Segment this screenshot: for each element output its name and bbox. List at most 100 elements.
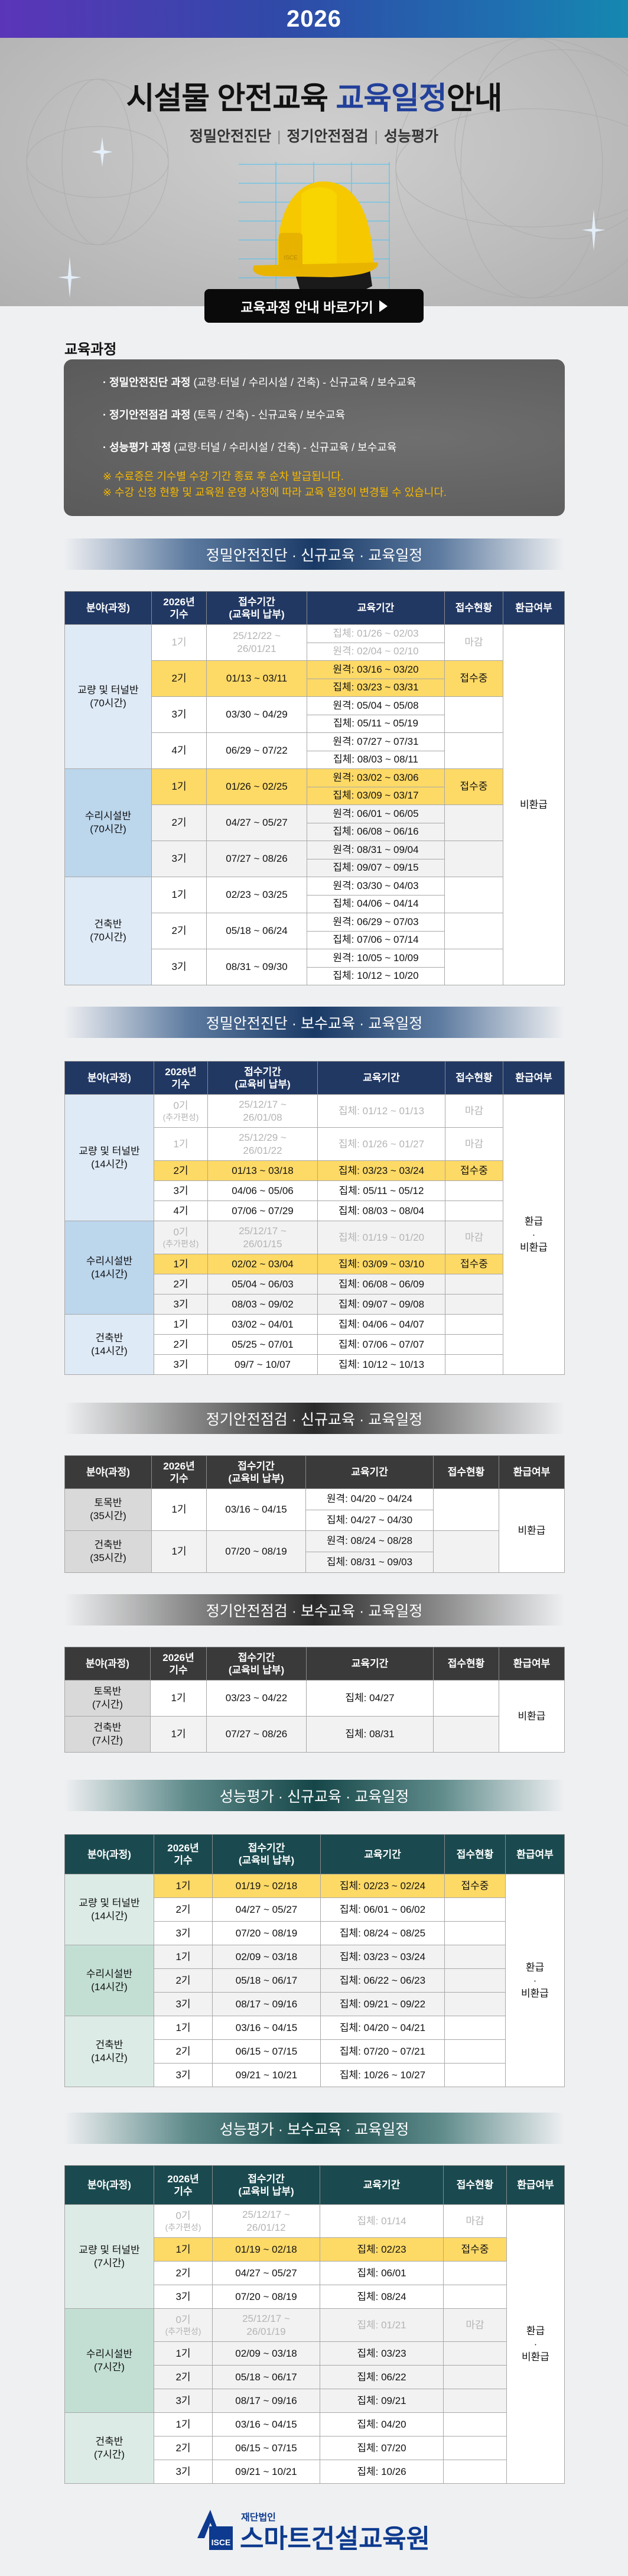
term-label: 2기 bbox=[175, 2442, 191, 2454]
education-period-cell: 집체: 04/20 ~ 04/21 bbox=[320, 2016, 445, 2040]
svg-text:ISCE: ISCE bbox=[284, 255, 298, 261]
course-detail: (교량·터널 / 수리시설 / 건축) - 신규교육 / 보수교육 bbox=[171, 442, 397, 453]
table-row: 교량 및 터널반 (7시간) 0기 (추가편성) 25/12/17 ~ 26/01/1… bbox=[64, 2204, 565, 2484]
column-header: 분야(과정) bbox=[64, 1455, 152, 1489]
term-cell: 3기 bbox=[151, 949, 207, 985]
registration-period-cell: 07/27 ~ 08/26 bbox=[206, 1716, 307, 1753]
education-period-cell: 집체: 09/21 ~ 09/22 bbox=[320, 1992, 445, 2016]
term-label: 2기 bbox=[175, 2267, 191, 2279]
table-row: 3기 03/30 ~ 04/29 원격: 05/04 ~ 05/08 집체: 05/1… bbox=[65, 696, 565, 733]
term-label: 3기 bbox=[175, 2395, 191, 2406]
category-cell: 토목반 (35시간) bbox=[64, 1488, 152, 1531]
status-cell bbox=[444, 913, 503, 949]
term-label: 2기 bbox=[173, 1338, 188, 1350]
education-period: 집체: 03/23 ~ 03/24 bbox=[339, 1951, 426, 1962]
registration-period-cell: 05/18 ~ 06/17 bbox=[212, 1968, 321, 1993]
sparkle-icon bbox=[58, 257, 82, 298]
courses-heading: 교육과정 bbox=[64, 342, 117, 358]
education-period-cell: 원격: 06/01 ~ 06/05 집체: 06/08 ~ 06/16 bbox=[307, 804, 445, 841]
education-period: 집체: 07/20 ~ 07/21 bbox=[339, 2045, 426, 2057]
status-cell bbox=[444, 1968, 506, 1993]
education-period: 집체: 01/21 bbox=[357, 2319, 406, 2331]
status-cell bbox=[445, 1294, 503, 1315]
course-guide-button[interactable]: 교육과정 안내 바로가기 bbox=[204, 289, 424, 323]
term-cell: 2기 bbox=[154, 1897, 213, 1922]
term-cell: 1기 bbox=[151, 768, 207, 805]
status-cell bbox=[444, 696, 503, 733]
category-cell: 건축반 (35시간) bbox=[64, 1530, 152, 1573]
term-cell: 0기 (추가편성) bbox=[154, 2204, 213, 2238]
term-label: 3기 bbox=[173, 1298, 188, 1310]
education-period-cell: 원격: 03/16 ~ 03/20 집체: 03/23 ~ 03/31 bbox=[307, 660, 445, 697]
term-label: 1기 bbox=[175, 2243, 191, 2255]
education-period: 집체: 02/23 bbox=[357, 2243, 406, 2255]
category-cell: 교량 및 터널반 (14시간) bbox=[64, 1874, 154, 1945]
education-period: 집체: 03/23 ~ 03/31 bbox=[307, 678, 444, 697]
term-label: 1기 bbox=[171, 1692, 186, 1704]
column-header: 2026년 기수 bbox=[154, 1061, 208, 1095]
status-cell bbox=[443, 2341, 507, 2366]
status-cell bbox=[444, 2039, 506, 2064]
course-guide-label: 교육과정 안내 바로가기 bbox=[240, 299, 373, 315]
registration-period-cell: 05/18 ~ 06/17 bbox=[212, 2365, 320, 2389]
status-cell bbox=[444, 877, 503, 913]
column-header: 접수현황 bbox=[445, 1061, 503, 1095]
section-title-bar: 성능평가 · 신규교육 · 교육일정 bbox=[64, 1780, 565, 1811]
education-period-cell: 집체: 06/01 ~ 06/02 bbox=[320, 1897, 445, 1922]
registration-period-cell: 07/06 ~ 07/29 bbox=[207, 1201, 318, 1221]
column-header: 접수현황 bbox=[433, 1647, 499, 1680]
table-row: 교량 및 터널반 (70시간) 1기 25/12/22 ~ 26/01/21 집체: … bbox=[64, 624, 565, 985]
registration-period-cell: 01/13 ~ 03/11 bbox=[206, 660, 307, 697]
status-cell: 마감 bbox=[445, 1221, 503, 1254]
education-period: 집체: 05/11 ~ 05/19 bbox=[307, 714, 444, 733]
notice-text: ※ 수강 신청 현황 및 교육원 운영 사정에 따라 교육 일정이 변경될 수 … bbox=[103, 486, 447, 498]
education-period: 집체: 09/07 ~ 09/15 bbox=[307, 858, 444, 877]
registration-period-cell: 07/20 ~ 08/19 bbox=[212, 1921, 321, 1945]
education-period-cell: 집체: 01/21 bbox=[320, 2308, 444, 2342]
section-title-bar: 정기안전점검 · 보수교육 · 교육일정 bbox=[64, 1594, 565, 1626]
education-period-cell: 집체: 08/24 ~ 08/25 bbox=[320, 1921, 445, 1945]
table-row: 3기 09/21 ~ 10/21 집체: 10/26 bbox=[65, 2460, 565, 2484]
term-label: 3기 bbox=[173, 1185, 188, 1196]
term-cell: 3기 bbox=[151, 696, 207, 733]
term-cell: 1기 bbox=[154, 2016, 213, 2040]
education-period-cell: 원격: 08/31 ~ 09/04 집체: 09/07 ~ 09/15 bbox=[307, 841, 445, 877]
education-period: 원격: 07/27 ~ 07/31 bbox=[333, 735, 419, 747]
registration-period-cell: 09/7 ~ 10/07 bbox=[207, 1354, 318, 1375]
logo-small-text: 재단법인 bbox=[241, 2512, 276, 2523]
education-period-cell: 집체: 01/19 ~ 01/20 bbox=[317, 1221, 445, 1254]
course-item: · 정밀안전진단 과정 (교량·터널 / 수리시설 / 건축) - 신규교육 /… bbox=[103, 375, 565, 407]
table-row: 3기 09/7 ~ 10/07 집체: 10/12 ~ 10/13 bbox=[65, 1354, 565, 1375]
table-header-row: 분야(과정) 2026년 기수 접수기간 (교육비 납부) 교육기간 접수현황 환급여부 bbox=[64, 1647, 565, 1680]
term-label: 1기 bbox=[171, 637, 187, 648]
term-cell: 2기 bbox=[151, 804, 207, 841]
education-period: 집체: 08/31 bbox=[345, 1728, 395, 1740]
term-label: 3기 bbox=[171, 709, 187, 720]
table-header-row: 분야(과정) 2026년 기수 접수기간 (교육비 납부) 교육기간 접수현황 환급여부 bbox=[64, 1061, 565, 1095]
term-label: 3기 bbox=[175, 2069, 191, 2081]
table-row: 토목반 (35시간) 1기 03/16 ~ 04/15 원격: 04/20 ~ 04/… bbox=[64, 1488, 565, 1573]
term-cell: 1기 bbox=[154, 1874, 213, 1898]
course-item: · 정기안전점검 과정 (토목 / 건축) - 신규교육 / 보수교육 bbox=[103, 407, 565, 440]
column-header: 분야(과정) bbox=[64, 1061, 154, 1095]
education-period-cell: 집체: 04/27 bbox=[306, 1680, 434, 1717]
term-cell: 3기 bbox=[154, 1180, 208, 1201]
status-cell bbox=[443, 2285, 507, 2309]
column-header: 환급여부 bbox=[506, 2165, 565, 2205]
education-period: 집체: 10/12 ~ 10/20 bbox=[307, 966, 444, 985]
column-header: 환급여부 bbox=[505, 1834, 565, 1874]
term-cell: 2기 bbox=[154, 2365, 213, 2389]
column-header: 환급여부 bbox=[503, 1061, 565, 1095]
title-text: 시설물 안전교육 bbox=[126, 82, 336, 116]
education-period-cell: 집체: 06/22 ~ 06/23 bbox=[320, 1968, 445, 1993]
column-header: 분야(과정) bbox=[64, 1647, 151, 1680]
column-header: 접수현황 bbox=[444, 591, 503, 625]
education-period: 집체: 09/07 ~ 09/08 bbox=[338, 1298, 425, 1310]
refund-cell: 환급 · 비환급 bbox=[503, 1094, 565, 1375]
education-period-cell: 집체: 01/14 bbox=[320, 2204, 444, 2238]
table-row: 2기 05/04 ~ 06/03 집체: 06/08 ~ 06/09 bbox=[65, 1274, 565, 1295]
table-row: 수리시설반 (14시간) 0기 (추가편성) 25/12/17 ~ 26/01/15 집… bbox=[64, 1221, 565, 1315]
year-banner: 2026 bbox=[0, 0, 628, 38]
schedule-table: 분야(과정) 2026년 기수 접수기간 (교육비 납부) 교육기간 접수현황 환급여부 토… bbox=[64, 1455, 565, 1573]
education-period-cell: 집체: 07/20 ~ 07/21 bbox=[320, 2039, 445, 2064]
